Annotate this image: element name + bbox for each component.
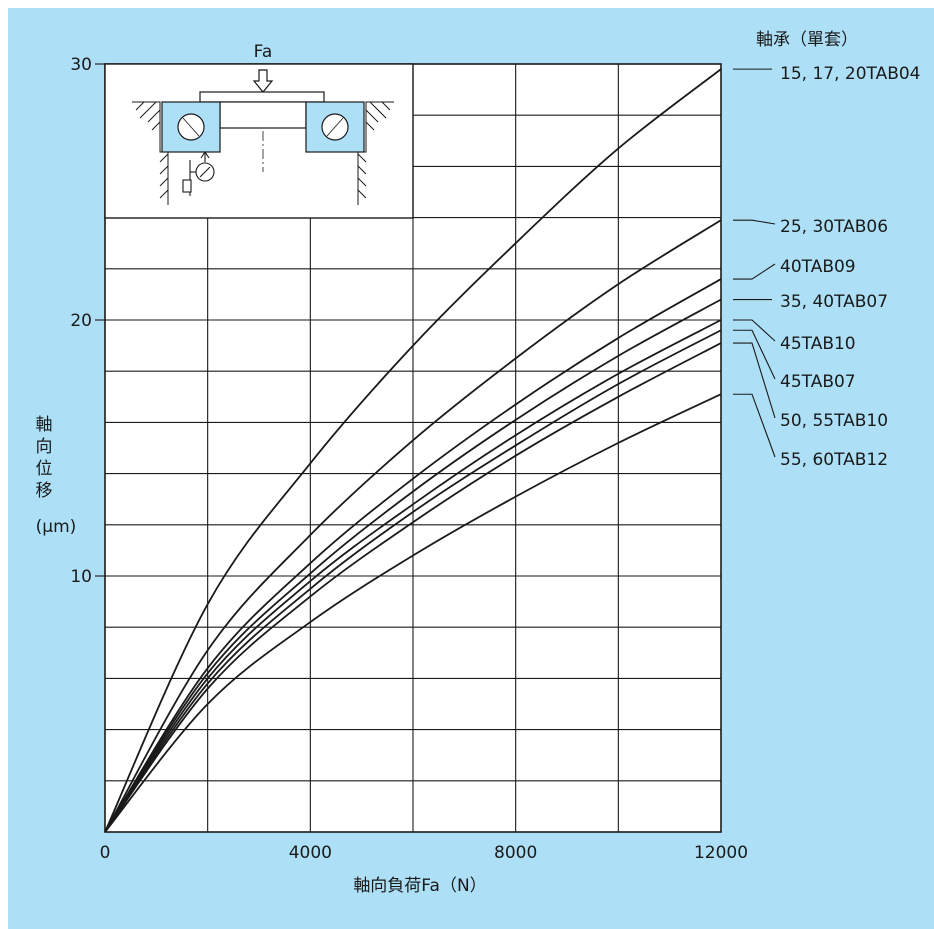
leader-line-1 (733, 220, 775, 224)
bearing-inset-diagram: Fa (105, 42, 413, 218)
leader-line-7 (733, 394, 775, 457)
inset-fa-label: Fa (254, 42, 273, 62)
legend: 15, 17, 20TAB04 25, 30TAB06 40TAB09 35, 40T… (780, 64, 921, 470)
x-axis-ticks: 0 4000 8000 12000 (100, 843, 748, 863)
y-tick-label: 30 (70, 55, 92, 75)
legend-title: 軸承（單套） (756, 30, 858, 50)
leader-line-6 (733, 343, 775, 418)
y-axis-label: 軸向位移 (36, 415, 53, 501)
x-tick-label: 0 (100, 843, 111, 863)
legend-entry-7: 55, 60TAB12 (780, 450, 888, 470)
x-tick-label: 4000 (289, 843, 332, 863)
legend-entry-4: 45TAB10 (780, 334, 856, 354)
y-tick-label: 20 (70, 311, 92, 331)
legend-leader-lines (733, 69, 775, 457)
legend-entry-5: 45TAB07 (780, 372, 856, 392)
legend-entry-6: 50, 55TAB10 (780, 411, 888, 431)
y-axis-ticks: 10 20 30 (70, 55, 105, 587)
y-tick-label: 10 (70, 567, 92, 587)
leader-line-2 (733, 264, 775, 279)
y-axis-unit: (μm) (36, 517, 77, 537)
x-axis-label: 軸向負荷Fa（N） (353, 876, 486, 896)
legend-entry-3: 35, 40TAB07 (780, 292, 888, 312)
x-tick-label: 12000 (694, 843, 748, 863)
legend-entry-0: 15, 17, 20TAB04 (780, 64, 921, 84)
legend-entry-2: 40TAB09 (780, 257, 856, 277)
legend-entry-1: 25, 30TAB06 (780, 217, 888, 237)
leader-line-5 (733, 330, 775, 379)
x-tick-label: 8000 (494, 843, 537, 863)
